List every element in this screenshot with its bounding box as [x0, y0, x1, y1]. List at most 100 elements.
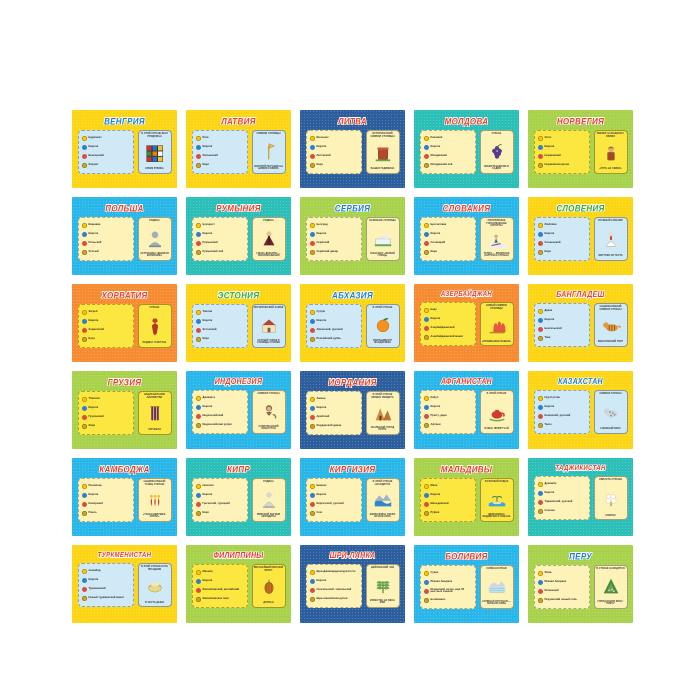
sight-caption-top: В ЭТОЙ СТРАНЕ НАХОДИТСЯ: [372, 480, 393, 486]
country-card[interactable]: ТАДЖИКИСТАН Душанбе Европа Таджикский, русс…: [528, 458, 633, 536]
pen-language-icon: [536, 325, 544, 334]
country-card[interactable]: КАМБОДЖА Пномпень Европа Кхмерский Риель НАЦИ…: [72, 458, 177, 536]
globe-continent-icon: [537, 580, 543, 585]
star-capital-icon: [81, 569, 87, 575]
country-facts-panel: Лима Южная Америка Испанский Перуанский нов…: [533, 565, 590, 609]
skier-icon: [482, 228, 512, 253]
country-card[interactable]: БАНГЛАДЕШ Дакка Европа Бенгальский Така НАЦИО…: [528, 284, 633, 362]
fact-currency-value: Перуанский новый соль: [544, 598, 577, 602]
fact-continent-value: Европа: [202, 493, 213, 497]
coin-currency-icon: [423, 250, 429, 255]
country-card[interactable]: ЭСТОНИЯ Таллин Европа Эстонский Евро ИСТОРИЧЕ…: [186, 284, 291, 362]
country-card[interactable]: ШРИ-ЛАНКА Шри-Джаяварденепура-Котте Европа…: [300, 545, 405, 623]
country-card[interactable]: КИРГИЗИЯ Бишкек Европа Киргизский, русский С…: [300, 458, 405, 536]
country-card[interactable]: АБХАЗИЯ Сухум Европа Абхазский, русский Росс…: [300, 284, 405, 362]
country-card[interactable]: ПЕРУ Лима Южная Америка Испанский Перуанский…: [528, 545, 633, 623]
sight-caption-top: СИМВОЛ СТРАНЫ: [599, 392, 622, 395]
fact-continent: Европа: [195, 232, 245, 237]
country-card[interactable]: ЛИТВА Вильнюс Европа Литовский Евро ИСТОРИЧЕС…: [300, 110, 405, 188]
country-card[interactable]: СЛОВЕНИЯ Любляна Европа Словенский Евро ГЛАВН…: [528, 197, 633, 275]
country-card-title: КАЗАХСТАН: [558, 378, 603, 387]
country-card[interactable]: ПОЛЬША Варшава Европа Польский Злотый РОДИНА А…: [72, 197, 177, 275]
fact-capital-value: Сукре: [430, 571, 439, 575]
country-card[interactable]: НОРВЕГИЯ Осло Европа Норвежский Норвежская к…: [528, 110, 633, 188]
country-facts-panel: Сухум Европа Абхазский, русский Российский …: [305, 304, 362, 348]
country-card[interactable]: МОЛДОВА Кишинёв Европа Молдавский Молдавский…: [414, 110, 519, 188]
country-card[interactable]: КАЗАХСТАН Нур-Султан Европа Казахский, русс…: [528, 371, 633, 449]
sight-caption-top: НАЦИОНАЛЬНЫЙ ТАНЕЦ СТРАНЫ: [143, 480, 166, 486]
globe-continent-icon: [195, 493, 201, 498]
country-card[interactable]: РУМЫНИЯ Бухарест Европа Румынский Румынский …: [186, 197, 291, 275]
fact-language: Бенгальский: [536, 325, 587, 334]
country-facts-panel: Кабул Европа Пушту, дари Афгани: [419, 390, 476, 434]
country-card[interactable]: ХОРВАТИЯ Загреб Европа Хорватский Куна СТРАНА…: [72, 284, 177, 362]
country-card[interactable]: МАЛЬДИВЫ Мале Европа Мальдивский Руфия ЛАЗУРН…: [414, 458, 519, 536]
globe-continent-icon: [537, 232, 543, 237]
country-card-body: Бухарест Европа Румынский Румынский лей РОДИ…: [190, 217, 287, 261]
country-card[interactable]: ТУРКМЕНИСТАН Ашхабад Европа Туркменский Новы…: [72, 545, 177, 623]
country-card[interactable]: ИНДОНЕЗИЯ Джакарта Европа Индонезийский Индо…: [186, 371, 291, 449]
fact-capital-value: Манила: [202, 570, 213, 574]
country-card-body: Братислава Европа Словацкий Евро ПОПУЛЯРНЫЕ …: [418, 217, 515, 261]
country-card[interactable]: СЛОВАКИЯ Братислава Европа Словацкий Евро ПОП…: [414, 197, 519, 275]
fact-language: Хорватский: [80, 326, 131, 335]
country-card[interactable]: ЛАТВИЯ Рига Европа Латышский Евро СИМВОЛ СТОЛ…: [186, 110, 291, 188]
fact-language: Испанский, кечуа, ещё 35 местных языков: [422, 588, 473, 595]
fact-capital-value: Любляна: [544, 223, 557, 227]
country-card[interactable]: АФГАНИСТАН Кабул Европа Пушту, дари Афгани В …: [414, 371, 519, 449]
country-facts-panel: Кишинёв Европа Молдавский Молдавский лей: [419, 130, 476, 174]
country-card[interactable]: ГРУЗИЯ Тбилиси Европа Грузинский Лари НАЦИОНА…: [72, 371, 177, 449]
fact-currency: Норвежская крона: [537, 163, 587, 168]
sight-caption-bottom: ХЛОПОК: [605, 513, 616, 517]
pen-language-icon: [80, 152, 88, 161]
sight-caption-bottom: ИЗВЕСТЕН НА ВЕСЬ МИР: [369, 598, 395, 605]
fact-currency: Сом: [309, 511, 359, 516]
sight-caption-bottom: ЖЕМЧУЖИНА ОЗЕРО ИССЫК-КУЛЬ: [369, 512, 396, 519]
fact-continent-value: Европа: [202, 579, 213, 583]
fact-currency: Филиппинское песо: [195, 597, 245, 602]
fact-continent: Европа: [537, 491, 587, 497]
country-card[interactable]: ИОРДАНИЯ Амман Европа Арабский Иорданский ди…: [300, 371, 405, 449]
star-capital-icon: [195, 396, 201, 401]
country-card[interactable]: КИПР Никосия Европа Греческий, турецкий Евро…: [186, 458, 291, 536]
country-card[interactable]: СЕРБИЯ Белград Европа Сербский Сербский дина…: [300, 197, 405, 275]
globe-continent-icon: [537, 318, 543, 323]
fact-capital: Амман: [309, 397, 359, 402]
coin-currency-icon: [537, 509, 543, 515]
pen-language-icon: [308, 326, 316, 335]
coin-currency-icon: [81, 163, 87, 168]
fact-currency: Иорданский динар: [309, 424, 359, 429]
country-facts-panel: Братислава Европа Словацкий Евро: [419, 217, 476, 261]
machupicchu-icon: [596, 571, 626, 601]
fact-continent-value: Европа: [316, 579, 327, 583]
fact-language-value: Азербайджанский: [430, 326, 455, 330]
fact-capital: Лима: [537, 571, 587, 576]
fact-capital-value: Душанбе: [544, 482, 557, 486]
country-card-body: Тбилиси Европа Грузинский Лари НАЦИОНАЛЬНОЕ …: [76, 391, 173, 435]
island-icon: [482, 484, 512, 514]
star-capital-icon: [309, 310, 315, 315]
fact-capital: Бишкек: [309, 484, 359, 489]
country-facts-panel: Рига Европа Латышский Евро: [191, 130, 248, 174]
fact-language: Испанский: [536, 587, 587, 596]
sight-caption-bottom: В ЧЕСТЬ ДЫНИ: [144, 600, 165, 604]
country-card-title: ПОЛЬША: [105, 203, 144, 214]
fact-continent: Европа: [195, 405, 245, 410]
fact-language: Румынский: [194, 239, 245, 248]
country-card[interactable]: АЗЕРБАЙДЖАН Баку Европа Азербайджанский Азер…: [414, 284, 519, 362]
country-card[interactable]: ВЕНГРИЯ Будапешт Европа Венгерский Форинт В Э…: [72, 110, 177, 188]
fact-currency-value: Афгани: [430, 423, 441, 427]
country-card[interactable]: ФИЛИППИНЫ Манила Европа Филиппинский, англи…: [186, 545, 291, 623]
star-capital-icon: [537, 396, 543, 401]
fact-continent: Европа: [423, 493, 473, 498]
coin-currency-icon: [309, 597, 315, 602]
sight-caption-top: В ЭТОЙ СТРАНЕ: [372, 306, 393, 309]
star-capital-icon: [537, 309, 543, 314]
country-card-body: Ашхабад Европа Туркменский Новый туркменски…: [76, 563, 173, 608]
country-card-body: Пномпень Европа Кхмерский Риель НАЦИОНАЛЬНЫЙ…: [76, 478, 173, 522]
country-card[interactable]: БОЛИВИЯ Сукре Южная Америка Испанский, кечу…: [414, 545, 519, 623]
coin-currency-icon: [81, 511, 87, 516]
country-card-title: ШРИ-ЛАНКА: [329, 552, 376, 561]
sight-caption-bottom: «ТАНЕЦ ДЕВУШЕК-АПСАР»: [142, 512, 167, 519]
country-sight-panel: СОЛЁНАЯ УЮНИ СОЛЯНАЯ ПУСТЫНЯ — ЗЕРКАЛО НЕ…: [479, 565, 514, 609]
